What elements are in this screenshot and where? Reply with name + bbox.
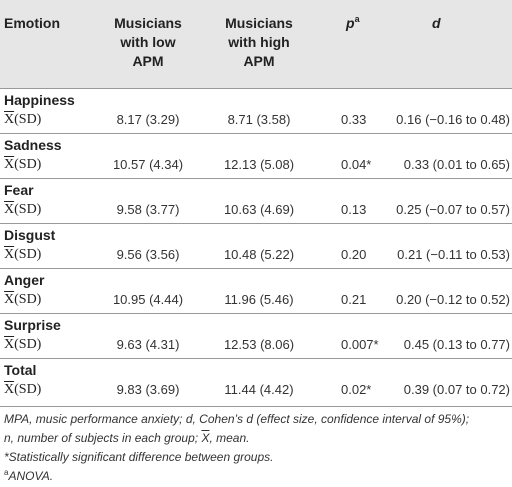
table-header: Emotion Musicians with low APM Musicians… bbox=[0, 0, 512, 88]
header-high-apm-line1: Musicians bbox=[225, 15, 293, 31]
cell-effect-size: 0.16 (−0.16 to 0.48) bbox=[396, 112, 510, 127]
header-low-apm-line3: APM bbox=[132, 53, 164, 69]
cell-low-apm: 8.17 (3.29) bbox=[116, 112, 180, 127]
cell-effect-size: 0.21 (−0.11 to 0.53) bbox=[397, 247, 510, 262]
cell-p-value: 0.007* bbox=[341, 337, 379, 352]
footnote-anova-superscript: a bbox=[4, 468, 9, 477]
stat-label-xbar: X bbox=[4, 382, 15, 397]
row-divider bbox=[0, 88, 512, 89]
cell-p-value: 0.04* bbox=[341, 157, 372, 172]
cell-high-apm: 12.53 (8.06) bbox=[223, 337, 295, 352]
cell-p-value: 0.02* bbox=[341, 382, 372, 397]
header-effect-size: d bbox=[432, 15, 441, 31]
header-high-apm-line3: APM bbox=[243, 53, 275, 69]
header-low-apm: Musicians with low APM bbox=[98, 14, 198, 71]
cell-low-apm: 9.63 (4.31) bbox=[116, 337, 180, 352]
stat-label-xbar: X bbox=[4, 112, 15, 127]
stat-label: X(SD) bbox=[4, 291, 41, 309]
row-divider bbox=[0, 223, 512, 224]
cell-p-value: 0.21 bbox=[341, 292, 367, 307]
emotion-name: Surprise bbox=[4, 317, 61, 333]
cell-high-apm: 11.96 (5.46) bbox=[224, 292, 294, 307]
stat-label-sd: (SD) bbox=[14, 202, 42, 217]
stat-label-sd: (SD) bbox=[14, 157, 42, 172]
stat-label-xbar: X bbox=[4, 157, 15, 172]
row-divider bbox=[0, 313, 512, 314]
cell-p-value: 0.33 bbox=[341, 112, 367, 127]
table-bottom-rule bbox=[0, 406, 512, 407]
cell-high-apm: 11.44 (4.42) bbox=[224, 382, 294, 397]
cell-high-apm: 12.13 (5.08) bbox=[223, 157, 295, 172]
cell-effect-size: 0.20 (−0.12 to 0.52) bbox=[396, 292, 510, 307]
header-emotion: Emotion bbox=[4, 15, 60, 31]
row-divider bbox=[0, 178, 512, 179]
cell-p-value: 0.20 bbox=[341, 247, 367, 262]
table-row: Surprise X(SD) 9.63 (4.31) 12.53 (8.06) 0.00… bbox=[0, 316, 512, 361]
stat-label-sd: (SD) bbox=[14, 382, 42, 397]
stat-label: X(SD) bbox=[4, 381, 41, 399]
header-p-superscript: a bbox=[354, 14, 360, 24]
stat-label-sd: (SD) bbox=[14, 292, 42, 307]
stat-label-sd: (SD) bbox=[14, 247, 42, 262]
header-low-apm-line1: Musicians bbox=[114, 15, 182, 31]
cell-low-apm: 9.56 (3.56) bbox=[116, 247, 180, 262]
cell-effect-size: 0.45 (0.13 to 0.77) bbox=[403, 337, 510, 352]
stat-label-sd: (SD) bbox=[14, 337, 42, 352]
header-high-apm: Musicians with high APM bbox=[204, 14, 314, 71]
stat-label-sd: (SD) bbox=[14, 112, 42, 127]
table-row: Anger X(SD) 10.95 (4.44) 11.96 (5.46) 0.21 0.… bbox=[0, 271, 512, 316]
cell-low-apm: 10.95 (4.44) bbox=[112, 292, 184, 307]
emotion-name: Happiness bbox=[4, 92, 75, 108]
emotion-name: Fear bbox=[4, 182, 34, 198]
stat-label-xbar: X bbox=[4, 292, 15, 307]
footnote-subjects-post: , mean. bbox=[209, 431, 250, 445]
stat-label: X(SD) bbox=[4, 336, 41, 354]
footnote-anova: aANOVA. bbox=[4, 467, 509, 486]
cell-p-value: 0.13 bbox=[341, 202, 367, 217]
footnote-subjects: n, number of subjects in each group; X, … bbox=[4, 429, 509, 448]
emotion-name: Sadness bbox=[4, 137, 62, 153]
footnote-subjects-pre: n, number of subjects in each group; bbox=[4, 431, 202, 445]
footnote-abbreviations: MPA, music performance anxiety; d, Cohen… bbox=[4, 412, 470, 426]
table-row: Fear X(SD) 9.58 (3.77) 10.63 (4.69) 0.13 0.25… bbox=[0, 181, 512, 226]
cell-effect-size: 0.39 (0.07 to 0.72) bbox=[403, 382, 510, 397]
footnote-xbar: X bbox=[201, 431, 210, 445]
footnote-anova-text: ANOVA. bbox=[8, 469, 54, 483]
table-row: Sadness X(SD) 10.57 (4.34) 12.13 (5.08) 0.04… bbox=[0, 136, 512, 181]
stat-label: X(SD) bbox=[4, 156, 41, 174]
header-p-label: p bbox=[346, 15, 355, 31]
row-divider bbox=[0, 358, 512, 359]
header-low-apm-line2: with low bbox=[120, 34, 176, 50]
stat-label: X(SD) bbox=[4, 111, 41, 129]
row-divider bbox=[0, 133, 512, 134]
cell-low-apm: 9.58 (3.77) bbox=[116, 202, 180, 217]
stat-label-xbar: X bbox=[4, 202, 15, 217]
cell-high-apm: 10.48 (5.22) bbox=[223, 247, 295, 262]
header-p-value: pa bbox=[346, 14, 360, 33]
cell-low-apm: 10.57 (4.34) bbox=[112, 157, 184, 172]
footnote-significance: *Statistically significant difference be… bbox=[4, 450, 274, 464]
cell-effect-size: 0.25 (−0.07 to 0.57) bbox=[396, 202, 510, 217]
stat-label: X(SD) bbox=[4, 246, 41, 264]
cell-high-apm: 8.71 (3.58) bbox=[227, 112, 291, 127]
table-row: Happiness X(SD) 8.17 (3.29) 8.71 (3.58) 0.33… bbox=[0, 91, 512, 136]
cell-low-apm: 9.83 (3.69) bbox=[116, 382, 180, 397]
emotion-name: Total bbox=[4, 362, 37, 378]
row-divider bbox=[0, 268, 512, 269]
stat-label-xbar: X bbox=[4, 337, 15, 352]
stat-label: X(SD) bbox=[4, 201, 41, 219]
header-high-apm-line2: with high bbox=[228, 34, 290, 50]
emotion-name: Disgust bbox=[4, 227, 56, 243]
table-row: Disgust X(SD) 9.56 (3.56) 10.48 (5.22) 0.20 0… bbox=[0, 226, 512, 271]
cell-high-apm: 10.63 (4.69) bbox=[223, 202, 295, 217]
emotion-name: Anger bbox=[4, 272, 45, 288]
cell-effect-size: 0.33 (0.01 to 0.65) bbox=[403, 157, 510, 172]
table-row: Total X(SD) 9.83 (3.69) 11.44 (4.42) 0.02* 0.… bbox=[0, 361, 512, 406]
stat-label-xbar: X bbox=[4, 247, 15, 262]
